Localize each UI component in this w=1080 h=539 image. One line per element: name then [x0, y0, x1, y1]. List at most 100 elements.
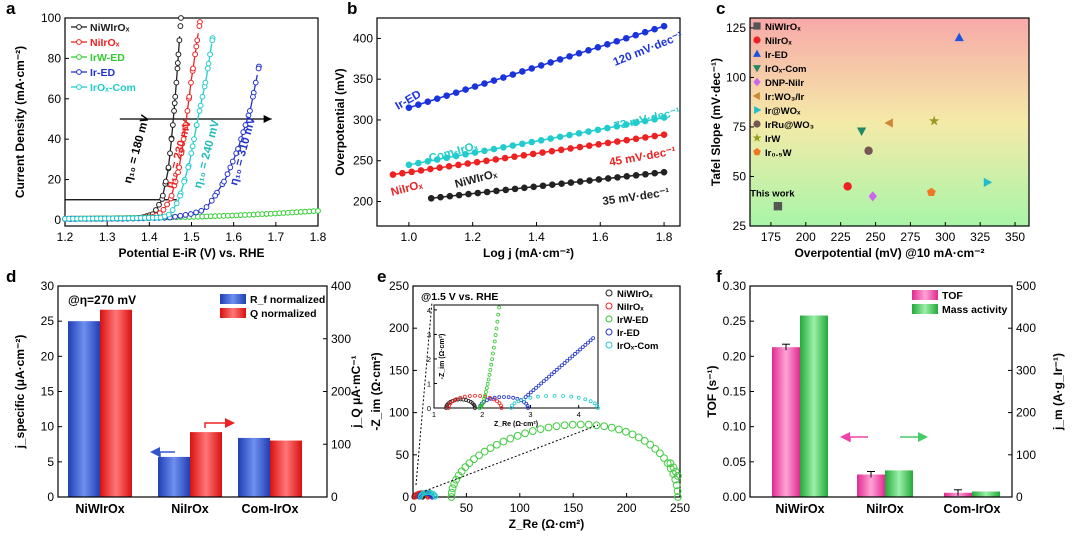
inset-arc-point	[444, 406, 448, 410]
series-marker-0	[167, 150, 173, 157]
series-marker-0	[156, 201, 162, 208]
bar-tof	[772, 347, 800, 497]
y-tick-label: 20	[48, 173, 62, 187]
inset-irw-point	[489, 362, 494, 367]
inset-irw-point	[497, 305, 502, 310]
x-tick-label: 50	[460, 501, 474, 515]
series-marker-0	[171, 107, 177, 114]
series-marker-0	[159, 192, 166, 199]
legend-label: IrW-ED	[90, 52, 125, 64]
series-marker-1	[176, 164, 183, 171]
data-point-3	[623, 173, 631, 180]
y-tick-label: 0.10	[723, 420, 747, 434]
y2-tick-label: 400	[331, 279, 351, 293]
y-tick-label: 0.00	[723, 490, 747, 504]
data-point-2	[567, 145, 574, 152]
data-point-2	[473, 158, 481, 166]
legend-marker	[753, 36, 761, 44]
data-point-3	[567, 179, 575, 186]
data-point-1	[566, 131, 573, 139]
fit-line-1	[408, 116, 665, 166]
irw-ed-point	[628, 430, 637, 439]
series-marker-3	[224, 171, 231, 177]
inset-guide-line	[415, 301, 433, 486]
inset-arc-point	[478, 394, 483, 398]
inset-irw-point	[493, 333, 498, 337]
series-marker-4	[204, 65, 211, 72]
data-point-2	[539, 149, 546, 156]
bar-q-normalized	[270, 440, 302, 497]
legend-label: NiIrOₓ	[765, 36, 792, 47]
y-tick-label: 5	[47, 455, 54, 469]
data-point-2	[445, 163, 453, 170]
inset-ir-ed-point	[544, 376, 549, 381]
data-point-0	[773, 201, 783, 211]
panel-e-frame	[412, 285, 681, 498]
series-marker-3	[208, 197, 215, 204]
data-point-3	[465, 190, 472, 198]
condition-annotation: @η=270 mV	[68, 293, 136, 307]
inset-arc-point	[473, 406, 477, 410]
series-marker-0	[175, 51, 182, 58]
inset-arc-point	[467, 394, 472, 398]
inset-ir-ed-point	[565, 358, 570, 363]
series-marker-4	[207, 51, 213, 58]
axis-label-x: Z_Re (Ω·cm²)	[509, 517, 585, 531]
irw-ed-point	[660, 454, 668, 462]
category-label: NiWirOx	[775, 502, 824, 516]
slope-label: 120 mV·dec⁻¹	[612, 30, 685, 69]
irw-ed-point	[584, 420, 593, 429]
data-point-2	[651, 132, 659, 140]
legend-marker	[76, 24, 82, 30]
series-marker-3	[187, 211, 194, 217]
data-point-2	[595, 140, 602, 148]
series-marker-4	[189, 143, 196, 150]
inset-arc-point	[511, 395, 516, 400]
data-point-0	[528, 65, 536, 72]
series-marker-1	[168, 192, 175, 199]
panel-c-frame	[749, 17, 1030, 227]
series-marker-1	[182, 122, 189, 128]
inset-ir-ed-point	[557, 365, 562, 370]
series-marker-0	[168, 136, 175, 143]
inset-arc-point	[592, 401, 597, 406]
bar-q-normalized	[190, 432, 222, 497]
axis-label-y: Current Density (mA·cm⁻²)	[13, 46, 27, 198]
series-marker-4	[196, 107, 203, 114]
legend-marker	[605, 341, 613, 349]
data-point-1	[500, 144, 507, 151]
data-point-0	[604, 40, 611, 48]
irw-ed-point	[450, 480, 458, 488]
x-tick-label: 1.6	[225, 230, 242, 244]
inset-x-tick-label: 2	[480, 410, 484, 419]
irw-ed-point	[640, 436, 649, 445]
category-label: NiIrOx	[171, 502, 209, 516]
inset-ir-ed-point	[567, 356, 572, 361]
series-marker-4	[169, 207, 176, 213]
irw-ed-point	[592, 421, 601, 430]
legend-swatch	[912, 290, 938, 300]
data-point-3	[530, 183, 537, 191]
inset-ir-ed-point	[570, 354, 575, 359]
data-point-3	[446, 192, 454, 200]
data-point-8	[928, 115, 940, 126]
irw-ed-point	[560, 421, 569, 430]
x-tick-label: 100	[510, 501, 530, 515]
series-marker-4	[188, 150, 195, 157]
data-point-9	[926, 187, 936, 197]
inset-y-tick-label: 4	[427, 306, 431, 315]
data-point-1	[415, 159, 422, 167]
series-marker-3	[221, 178, 227, 185]
series-marker-0	[174, 65, 181, 72]
legend-marker	[605, 315, 613, 323]
axis-label-x: Potential E-iR (V) vs. RHE	[118, 246, 264, 260]
bar-rf-normalized	[158, 456, 190, 497]
irw-ed-point	[480, 447, 489, 456]
y-tick-label: 350	[353, 72, 373, 86]
series-marker-1	[190, 65, 196, 72]
inset-ir-ed-point	[578, 347, 583, 352]
x-tick-label: 200	[617, 501, 637, 515]
right-axis-arrow-head	[225, 418, 235, 428]
legend-marker	[753, 120, 761, 128]
legend-label: NiWIrOₓ	[765, 22, 801, 33]
